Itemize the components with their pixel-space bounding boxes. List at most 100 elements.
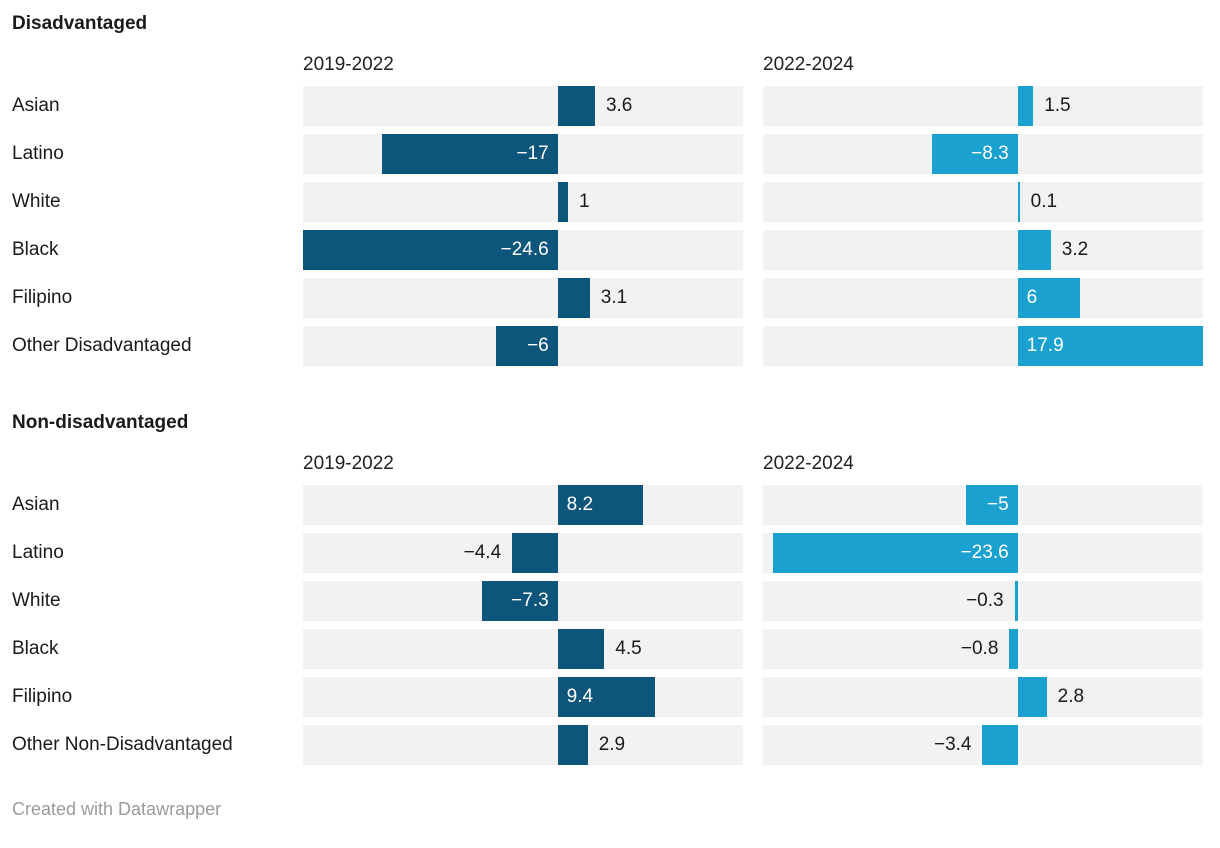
bar-track: 3.6 [303,86,743,126]
bar-track: −4.4 [303,533,743,573]
bar-track: 1 [303,182,743,222]
bar [557,485,643,525]
bar-track: −0.3 [763,581,1203,621]
bar-track: 8.2 [303,485,743,525]
table-row: White −7.3 −0.3 [12,581,1220,621]
bar-track: 2.8 [763,677,1203,717]
rows: Asian 3.6 1.5 Latino −17 −8.3 White 1 0.… [12,86,1220,366]
column-header: 2022-2024 [763,54,854,75]
bar-value-label: −24.6 [500,239,549,260]
bar-value-label: 2.9 [598,734,626,755]
row-label: Asian [12,95,60,116]
bar-track: −7.3 [303,581,743,621]
bar-track: 3.2 [763,230,1203,270]
table-row: Filipino 9.4 2.8 [12,677,1220,717]
bar [303,230,558,270]
bar-value-label: 8.2 [566,494,594,515]
bar [557,86,595,126]
table-row: Asian 8.2 −5 [12,485,1220,525]
table-row: Latino −4.4 −23.6 [12,533,1220,573]
label-spacer [12,452,303,476]
bar [1017,677,1047,717]
bar-value-label: −7.3 [511,590,549,611]
bar [931,134,1018,174]
bar-track: 3.1 [303,278,743,318]
bar [557,677,655,717]
bar-value-label: −6 [527,335,549,356]
bar-value-label: −0.8 [960,638,999,659]
column-headers-row: 2019-2022 2022-2024 [12,452,1220,476]
row-label: White [12,191,61,212]
bar-value-label: 3.1 [600,287,628,308]
bar-track: 9.4 [303,677,743,717]
bar-value-label: 3.2 [1061,239,1089,260]
row-label: Other Disadvantaged [12,335,192,356]
row-label: Other Non-Disadvantaged [12,734,233,755]
table-row: White 1 0.1 [12,182,1220,222]
bar-track: −17 [303,134,743,174]
bar-track: 0.1 [763,182,1203,222]
bar-value-label: −5 [987,494,1009,515]
bar-track: −3.4 [763,725,1203,765]
bar-track: −0.8 [763,629,1203,669]
table-row: Asian 3.6 1.5 [12,86,1220,126]
table-row: Filipino 3.1 6 [12,278,1220,318]
footer-credit: Created with Datawrapper [12,799,222,819]
bar-track: 4.5 [303,629,743,669]
group-section: Non-disadvantaged 2019-2022 2022-2024 As… [12,411,1220,765]
chart-root: Disadvantaged 2019-2022 2022-2024 Asian … [12,13,1220,765]
bar [982,725,1018,765]
bar-value-label: 6 [1026,287,1038,308]
column-headers-row: 2019-2022 2022-2024 [12,53,1220,77]
table-row: Latino −17 −8.3 [12,134,1220,174]
bar [1017,230,1051,270]
table-row: Black −24.6 3.2 [12,230,1220,270]
bar [557,278,590,318]
table-row: Other Non-Disadvantaged 2.9 −3.4 [12,725,1220,765]
bar-value-label: 2.8 [1057,686,1085,707]
bar-track: −23.6 [763,533,1203,573]
row-label: Asian [12,494,60,515]
bar-value-label: 1.5 [1044,95,1071,116]
bar [1017,182,1020,222]
bar [482,581,558,621]
bar-value-label: −3.4 [933,734,972,755]
bar-value-label: 17.9 [1026,335,1064,356]
bar [557,725,588,765]
bar-value-label: 0.1 [1030,191,1058,212]
bar-value-label: 3.6 [605,95,633,116]
bar-value-label: 4.5 [615,638,642,659]
row-label: White [12,590,61,611]
bar [1017,86,1034,126]
row-label: Black [12,239,59,260]
bar-track: 17.9 [763,326,1203,366]
bar-track: 6 [763,278,1203,318]
bar-track: 2.9 [303,725,743,765]
row-label: Latino [12,542,64,563]
group-title: Non-disadvantaged [12,412,189,433]
bar-track: 1.5 [763,86,1203,126]
bar-value-label: −0.3 [966,590,1004,611]
bar [965,485,1018,525]
bar [495,326,558,366]
bar-value-label: −4.4 [463,542,502,563]
bar-track: −6 [303,326,743,366]
bar-track: −8.3 [763,134,1203,174]
bar [1009,629,1018,669]
bar-value-label: 9.4 [566,686,594,707]
table-row: Other Disadvantaged −6 17.9 [12,326,1220,366]
bar [773,533,1018,573]
column-header: 2019-2022 [303,54,394,75]
column-header: 2022-2024 [763,453,854,474]
column-header: 2019-2022 [303,453,394,474]
bar-value-label: 1 [579,191,590,212]
bar [512,533,558,573]
bar-track: −5 [763,485,1203,525]
row-label: Black [12,638,59,659]
bar-value-label: −23.6 [960,542,1009,563]
bar-value-label: −17 [516,143,549,164]
table-row: Black 4.5 −0.8 [12,629,1220,669]
bar [1017,326,1203,366]
bar [1014,581,1018,621]
